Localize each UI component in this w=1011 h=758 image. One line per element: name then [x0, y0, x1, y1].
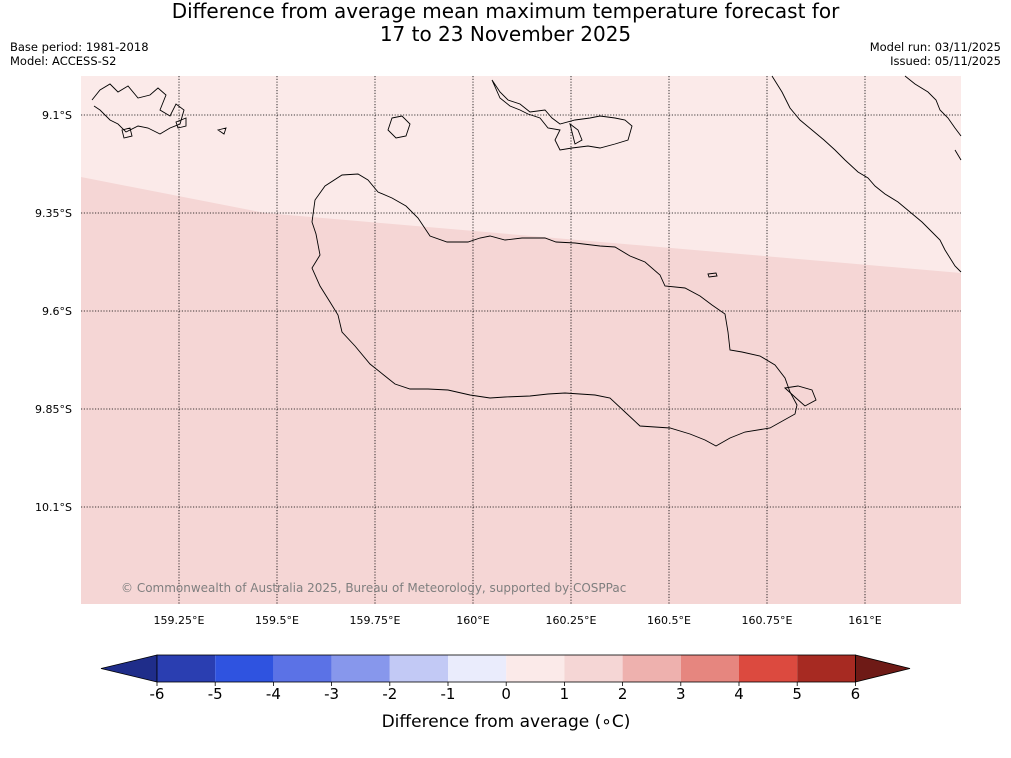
chart-title: Difference from average mean maximum tem…: [0, 0, 1011, 46]
colorbar-segment: [622, 655, 681, 682]
colorbar-tick-label: -3: [324, 685, 339, 703]
title-line-2: 17 to 23 November 2025: [379, 22, 632, 46]
lon-tick-label: 161°E: [848, 614, 881, 627]
colorbar-tick-label: -4: [266, 685, 281, 703]
model-run: Model run: 03/11/2025: [869, 40, 1001, 54]
colorbar-tick-label: -1: [441, 685, 456, 703]
lon-tick-label: 159.25°E: [154, 614, 205, 627]
lon-tick-label: 160.25°E: [546, 614, 597, 627]
meta-left: Base period: 1981-2018 Model: ACCESS-S2: [10, 40, 149, 68]
issued-date: Issued: 05/11/2025: [890, 54, 1001, 68]
gridlines: [81, 76, 961, 604]
map-panel: © Commonwealth of Australia 2025, Bureau…: [81, 75, 962, 604]
title-line-1: Difference from average mean maximum tem…: [171, 0, 840, 23]
colorbar-segment: [389, 655, 448, 682]
region-south: [81, 177, 961, 604]
colorbar-tick-label: 4: [734, 685, 744, 703]
lon-tick-label: 160.75°E: [742, 614, 793, 627]
florida-islands: [491, 79, 633, 151]
copyright-text: © Commonwealth of Australia 2025, Bureau…: [121, 581, 626, 595]
colorbar-extend-high: [855, 654, 911, 683]
latitude-labels: 9.1°S 9.35°S 9.6°S 9.85°S 10.1°S: [35, 109, 72, 514]
colorbar-tick-label: 3: [676, 685, 686, 703]
colorbar-segment: [564, 655, 623, 682]
colorbar-tick-label: 2: [618, 685, 628, 703]
meta-right: Model run: 03/11/2025 Issued: 05/11/2025: [870, 40, 1001, 68]
lon-tick-label: 159.75°E: [350, 614, 401, 627]
lat-tick-label: 9.35°S: [35, 207, 72, 220]
colorbar-segment: [331, 655, 390, 682]
colorbar-tick-label: -2: [382, 685, 397, 703]
colorbar-segment: [157, 655, 216, 682]
lat-tick-label: 9.6°S: [42, 305, 72, 318]
guadalcanal-coast: [311, 173, 798, 447]
colorbar-segment: [506, 655, 565, 682]
savo-island: [387, 115, 411, 139]
lon-tick-label: 160°E: [456, 614, 489, 627]
colorbar-segment: [448, 655, 507, 682]
lon-tick-label: 160.5°E: [647, 614, 691, 627]
islet-east: [783, 385, 817, 407]
coastlines: [91, 75, 962, 447]
colorbar-tick-label: 5: [792, 685, 802, 703]
colorbar: -6 -5 -4 -3 -2 -1 0 1 2 3 4 5 6: [100, 654, 911, 703]
colorbar-label: Difference from average (∘C): [382, 712, 631, 732]
lon-tick-label: 159.5°E: [255, 614, 299, 627]
colorbar-tick-label: 1: [560, 685, 570, 703]
lat-tick-label: 9.85°S: [35, 403, 72, 416]
colorbar-segment: [680, 655, 739, 682]
colorbar-segment: [273, 655, 332, 682]
colorbar-tick-label: 6: [851, 685, 861, 703]
colorbar-tick-label: 0: [501, 685, 511, 703]
base-period: Base period: 1981-2018: [10, 40, 149, 54]
lat-tick-label: 9.1°S: [42, 109, 72, 122]
colorbar-segment: [739, 655, 798, 682]
lat-tick-label: 10.1°S: [35, 501, 72, 514]
islet-tiny: [707, 272, 718, 278]
malaita-coast: [771, 75, 962, 273]
model-name: Model: ACCESS-S2: [10, 54, 117, 68]
longitude-labels: 159.25°E 159.5°E 159.75°E 160°E 160.25°E 160.…: [154, 614, 882, 627]
colorbar-segment: [797, 655, 856, 682]
colorbar-extend-low: [100, 654, 158, 683]
colorbar-segment: [215, 655, 274, 682]
colorbar-tick-label: -6: [150, 685, 165, 703]
colorbar-tick-label: -5: [208, 685, 223, 703]
russell-islands: [91, 83, 227, 139]
